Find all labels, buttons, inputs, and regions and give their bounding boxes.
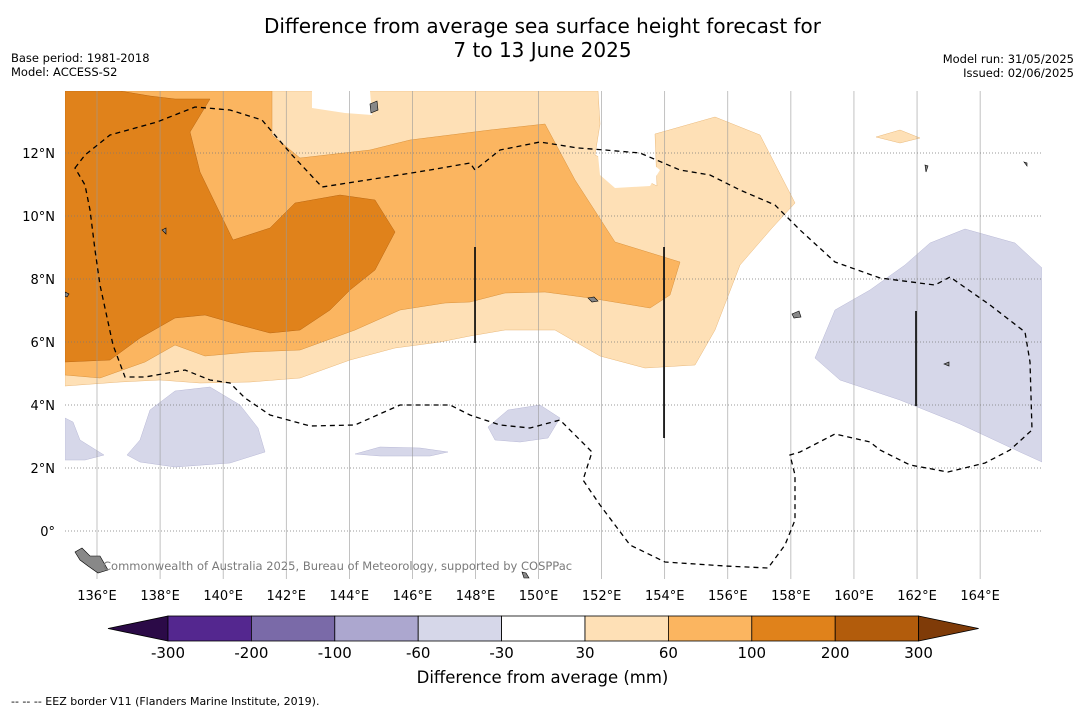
anomaly-negative-135e [65, 417, 105, 461]
island-kosrae [943, 361, 950, 367]
colorbar-title: Difference from average (mm) [416, 668, 669, 687]
longitude-label: 148°E [456, 589, 496, 604]
longitude-label: 142°E [266, 589, 306, 604]
island-yap [161, 227, 167, 235]
base-period-info: Base period: 1981-2018 Model: ACCESS-S2 [11, 51, 150, 79]
colorbar-extend-low [107, 615, 169, 642]
island-chuuk [587, 296, 599, 303]
colorbar-tick-label: 60 [659, 644, 678, 662]
colorbar: -300 -200 -100 -60 -30 30 60 100 200 300 [107, 615, 979, 662]
anomaly-negative-150e [487, 404, 561, 443]
anomaly-negative-east [814, 228, 1042, 463]
base-period-text: Base period: 1981-2018 [11, 51, 150, 65]
longitude-label: 140°E [203, 589, 243, 604]
colorbar-tick-label: -200 [234, 644, 268, 662]
reference-lines [474, 247, 917, 438]
issued-text: Issued: 02/06/2025 [963, 66, 1074, 80]
longitude-label: 164°E [960, 589, 1000, 604]
eez-legend-note: -- -- -- EEZ border V11 (Flanders Marine… [11, 695, 320, 708]
anomaly-contour-100-200 [65, 91, 396, 363]
longitude-label: 150°E [519, 589, 559, 604]
anomaly-negative-145e [354, 446, 449, 457]
colorbar-segment [584, 615, 669, 642]
colorbar-segment [501, 615, 586, 642]
longitude-label: 152°E [582, 589, 622, 604]
longitude-labels: 136°E 138°E 140°E 142°E 144°E 146°E 148°E 150°E… [77, 589, 1000, 604]
latitude-label: 2°N [31, 462, 56, 477]
colorbar-tick-label: -100 [318, 644, 352, 662]
island-ulithi [369, 100, 379, 114]
anomaly-hole-152e [598, 155, 660, 188]
eez-borders [74, 106, 1033, 569]
model-run-text: Model run: 31/05/2025 [942, 52, 1074, 66]
island-pohnpei [791, 310, 802, 319]
island-new-guinea [74, 547, 109, 574]
eez-border-west [74, 106, 1033, 569]
title-line-2: 7 to 13 June 2025 [453, 38, 632, 62]
anomaly-negative-140e [126, 386, 266, 468]
colorbar-segment [417, 615, 503, 642]
longitude-label: 136°E [77, 589, 117, 604]
longitude-label: 158°E [771, 589, 811, 604]
latitude-label: 10°N [22, 210, 55, 225]
map-title: Difference from average sea surface heig… [0, 14, 1085, 62]
island-north-east [1023, 161, 1028, 167]
longitude-label: 154°E [645, 589, 685, 604]
anomaly-positive-161e [875, 129, 921, 144]
longitude-label: 144°E [330, 589, 370, 604]
latitude-label: 8°N [31, 273, 56, 288]
colorbar-tick-label: 200 [821, 644, 850, 662]
longitude-label: 156°E [708, 589, 748, 604]
island-west [65, 291, 70, 298]
latitude-label: 0° [40, 525, 55, 540]
anomaly-hole-145e [312, 91, 372, 115]
colorbar-tick-label: -300 [151, 644, 185, 662]
colorbar-segment [250, 615, 336, 642]
latitude-label: 12°N [22, 147, 55, 162]
colorbar-tick-label: 300 [904, 644, 933, 662]
latitude-labels: 12°N 10°N 8°N 6°N 4°N 2°N 0° [22, 147, 55, 540]
colorbar-tick-label: 30 [575, 644, 594, 662]
colorbar-tick-label: 100 [737, 644, 766, 662]
colorbar-segment [834, 615, 920, 642]
model-run-info: Model run: 31/05/2025 Issued: 02/06/2025 [943, 52, 1074, 80]
colorbar-tick-label: -60 [406, 644, 431, 662]
data-credit: Commonwealth of Australia 2025, Bureau o… [103, 559, 572, 573]
islands [65, 100, 1028, 579]
longitude-label: 162°E [897, 589, 937, 604]
colorbar-segment [751, 615, 836, 642]
island-manus [521, 571, 530, 579]
colorbar-segment [167, 615, 252, 642]
longitude-label: 146°E [393, 589, 433, 604]
latitude-label: 6°N [31, 336, 56, 351]
colorbar-extend-high [918, 615, 979, 642]
longitude-label: 138°E [140, 589, 180, 604]
title-line-1: Difference from average sea surface heig… [263, 14, 822, 38]
colorbar-segment [334, 615, 419, 642]
model-text: Model: ACCESS-S2 [11, 65, 118, 79]
island-north-east-2 [924, 164, 929, 173]
map-plot-area: Commonwealth of Australia 2025, Bureau o… [65, 91, 1042, 579]
longitude-label: 160°E [834, 589, 874, 604]
colorbar-segment [668, 615, 753, 642]
latitude-label: 4°N [31, 399, 56, 414]
colorbar-tick-label: -30 [489, 644, 514, 662]
